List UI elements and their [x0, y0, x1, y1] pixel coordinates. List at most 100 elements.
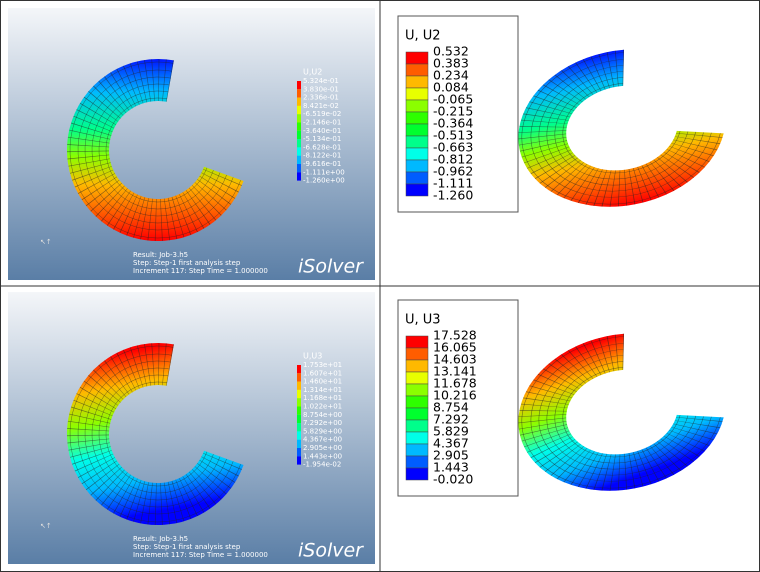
brand: iSolver — [298, 540, 364, 562]
legend-swatch — [297, 414, 301, 424]
legend-swatch — [297, 439, 301, 448]
model — [518, 333, 724, 491]
legend-swatch — [405, 359, 429, 373]
info-line: Increment 117: Step Time = 1.000000 — [133, 267, 268, 275]
info-line: Step: Step-1 first analysis step — [133, 543, 241, 551]
legend-swatch — [405, 171, 429, 185]
legend-label: 2.905 — [433, 448, 469, 463]
brand: iSolver — [298, 256, 364, 278]
mesh — [562, 83, 681, 174]
legend-swatch — [405, 419, 429, 433]
legend-label: -0.812 — [433, 152, 473, 167]
legend-label: 7.292 — [433, 412, 469, 427]
legend-swatch — [297, 89, 301, 98]
legend-label: 1.168e+01 — [303, 394, 342, 402]
mesh — [554, 77, 689, 180]
legend-label: -8.122e-01 — [303, 152, 341, 160]
mesh — [84, 360, 227, 508]
mesh — [518, 333, 724, 491]
mesh — [546, 71, 697, 186]
legend-label: 3.830e-01 — [303, 85, 339, 93]
legend-label: -0.215 — [433, 104, 473, 119]
legend-swatch — [405, 123, 429, 137]
legend-swatch — [297, 164, 301, 173]
legend-label: 13.141 — [433, 364, 477, 379]
legend-label: 1.443 — [433, 460, 469, 475]
mesh — [69, 345, 241, 523]
legend-swatch — [297, 365, 301, 374]
mesh — [91, 83, 221, 217]
legend-swatch — [297, 398, 301, 407]
legend-swatch — [297, 448, 301, 457]
legend-label: 8.421e-02 — [303, 102, 339, 110]
legend-label: 2.905e+00 — [303, 444, 342, 452]
legend-swatch — [405, 467, 429, 481]
legend-label: 8.754 — [433, 400, 469, 415]
legend-swatch — [297, 155, 301, 164]
legend-label: 1.460e+01 — [303, 378, 342, 386]
mesh — [105, 381, 208, 487]
legend-swatch — [405, 147, 429, 161]
legend-swatch — [297, 373, 301, 382]
legend-label: 4.367 — [433, 436, 469, 451]
legend-swatch — [297, 130, 301, 140]
legend-label: 0.532 — [433, 44, 469, 59]
legend-swatch — [405, 383, 429, 397]
legend-label: 5.829e+00 — [303, 427, 342, 435]
legend-label: -6.519e-02 — [303, 110, 341, 118]
mesh — [84, 76, 227, 224]
legend-swatch — [405, 99, 429, 113]
legend-label: -1.260 — [433, 188, 473, 203]
legend-swatch — [297, 389, 301, 399]
model — [518, 49, 724, 207]
legend-label: 17.528 — [433, 328, 477, 343]
mesh — [530, 342, 712, 482]
legend-swatch — [405, 135, 429, 149]
legend-swatch — [297, 147, 301, 156]
model — [67, 59, 244, 241]
legend-title: U, U3 — [405, 313, 441, 328]
legend-swatch — [405, 347, 429, 361]
legend-label: 1.314e+01 — [303, 386, 342, 394]
legend-swatch — [405, 51, 429, 65]
legend-swatch — [405, 455, 429, 469]
legend-title: U,U2 — [303, 68, 322, 77]
legend-label: -1.260e+00 — [303, 177, 345, 185]
legend-label: -1.111e+00 — [303, 168, 345, 176]
legend-label: 10.216 — [433, 388, 477, 403]
legend-swatch — [297, 172, 301, 181]
axis-triad: ↖↑ — [40, 238, 52, 246]
legend-swatch — [405, 183, 429, 197]
legend-label: 4.367e+00 — [303, 436, 342, 444]
mesh — [105, 97, 208, 203]
legend-label: -2.146e-01 — [303, 119, 341, 127]
mesh — [67, 343, 244, 525]
mesh — [518, 49, 724, 207]
mesh — [77, 353, 234, 515]
mesh — [77, 69, 234, 231]
legend-swatch — [405, 63, 429, 77]
legend-label: -0.065 — [433, 92, 473, 107]
legend-label: -0.364 — [433, 116, 473, 131]
legend-label: 8.754e+00 — [303, 411, 342, 419]
model — [67, 343, 244, 525]
legend-swatch — [405, 75, 429, 89]
legend-title: U,U3 — [303, 352, 322, 361]
legend-label: 1.753e+01 — [303, 361, 342, 369]
legend-swatch — [297, 139, 301, 148]
legend-label: 11.678 — [433, 376, 477, 391]
legend-swatch — [297, 114, 301, 123]
legend-label: 16.065 — [433, 340, 477, 355]
legend-label: -0.962 — [433, 164, 473, 179]
legend-swatch — [297, 105, 301, 115]
mesh — [530, 58, 712, 198]
legend-label: -1.111 — [433, 176, 473, 191]
legend-label: 7.292e+00 — [303, 419, 342, 427]
legend-label: -0.020 — [433, 472, 473, 487]
legend-swatch — [405, 443, 429, 457]
legend-label: -0.513 — [433, 128, 473, 143]
mesh — [98, 90, 214, 210]
legend-label: -3.640e-01 — [303, 127, 341, 135]
legend-swatch — [297, 431, 301, 440]
